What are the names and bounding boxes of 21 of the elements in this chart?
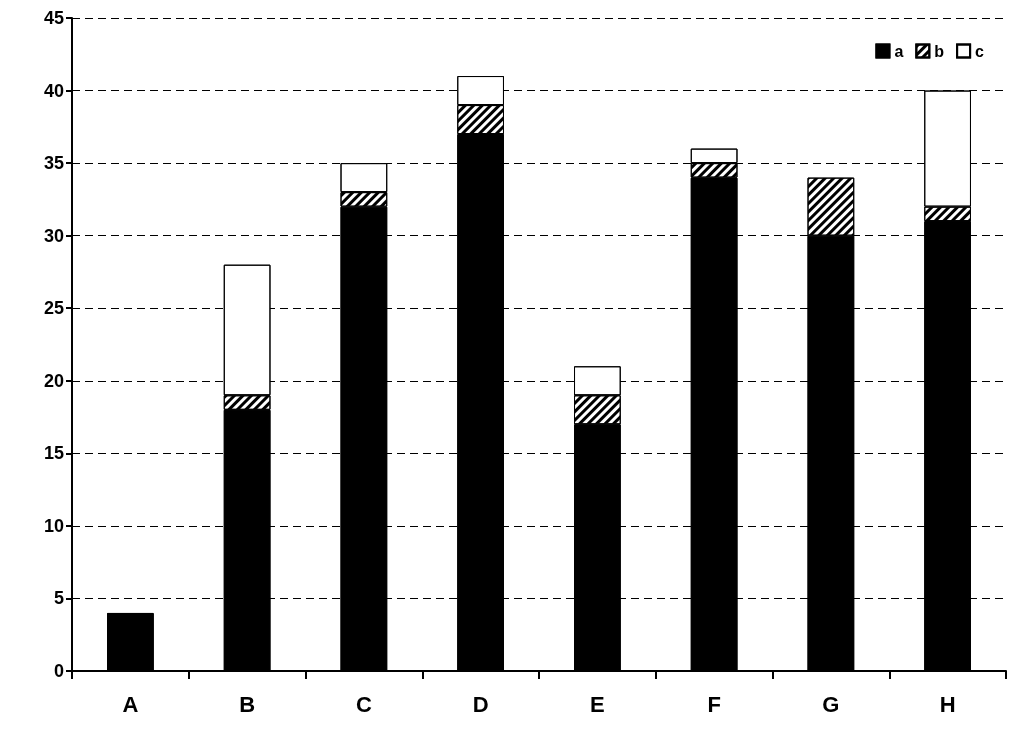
y-tick-label: 25 (43, 298, 64, 319)
x-tick-label: E (590, 691, 605, 717)
legend-label: b (934, 42, 945, 60)
x-tick-label: B (239, 691, 256, 717)
y-tick-label: 15 (43, 443, 64, 464)
legend-label: a (894, 42, 904, 60)
y-tick-label: 5 (53, 588, 64, 609)
y-tick-label: 10 (43, 515, 64, 536)
y-tick-label: 30 (43, 225, 64, 246)
legend-label: c (975, 42, 985, 60)
y-tick-label: 0 (53, 661, 64, 681)
x-tick-label: H (939, 691, 956, 717)
y-tick-label: 45 (43, 8, 64, 28)
x-tick-label: F (707, 691, 721, 717)
y-tick-label: 40 (43, 80, 64, 101)
y-tick-label: 35 (43, 153, 64, 174)
y-tick-label: 20 (43, 370, 64, 391)
x-tick-label: D (472, 691, 489, 717)
x-tick-label: A (122, 691, 139, 717)
x-tick-label: C (355, 691, 372, 717)
x-tick-label: G (822, 691, 840, 717)
